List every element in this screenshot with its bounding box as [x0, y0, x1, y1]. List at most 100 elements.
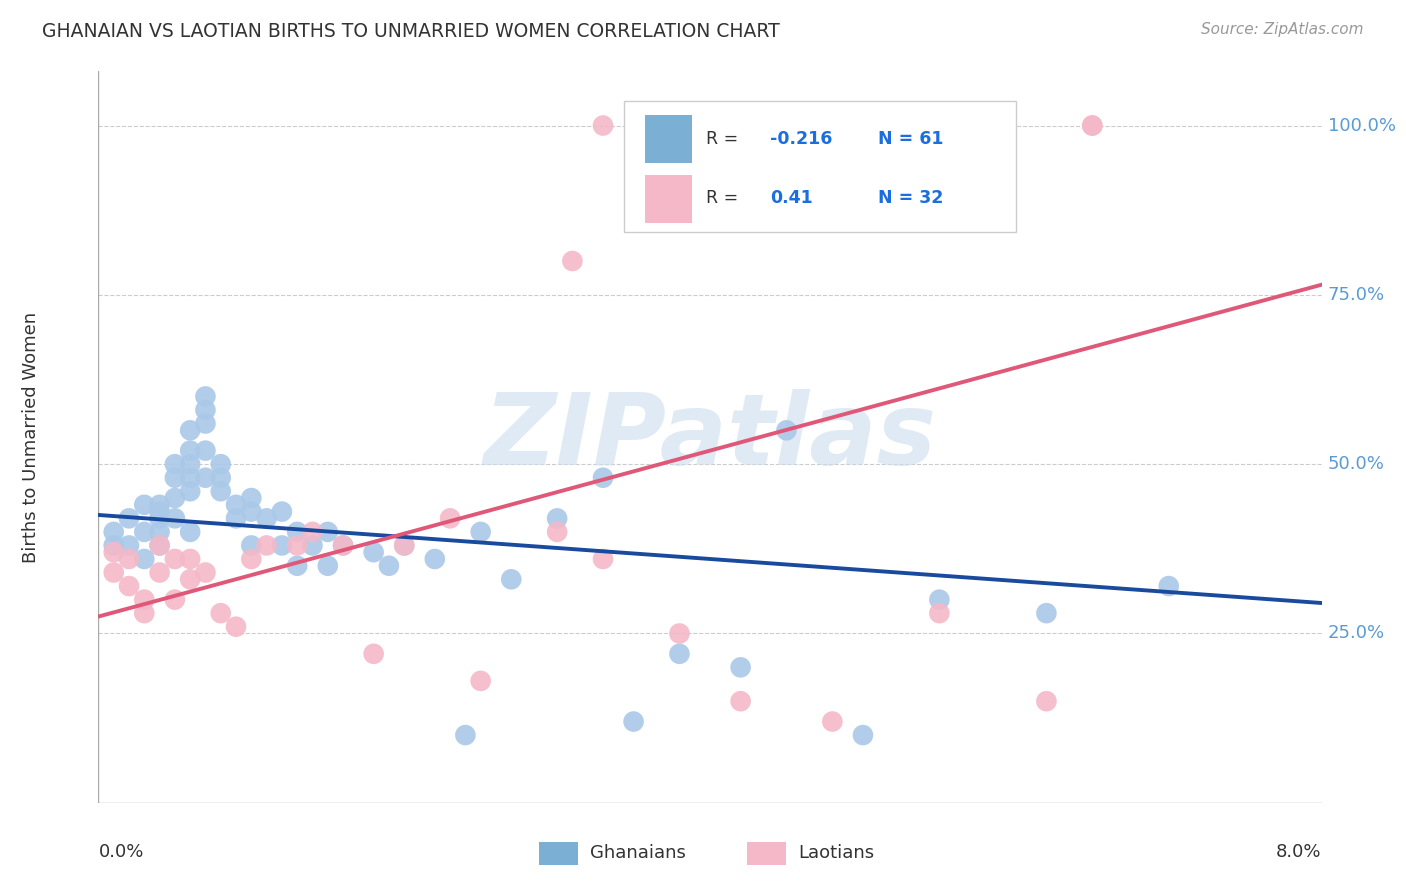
Point: [285, 558, 308, 573]
Point: [149, 511, 172, 525]
Text: 8.0%: 8.0%: [1277, 843, 1322, 861]
Point: [194, 566, 217, 580]
Text: R =: R =: [706, 129, 744, 148]
Point: [546, 524, 568, 539]
Point: [301, 524, 323, 539]
Text: 50.0%: 50.0%: [1327, 455, 1385, 473]
Point: [623, 714, 645, 729]
Text: -0.216: -0.216: [770, 129, 832, 148]
Point: [378, 558, 401, 573]
Point: [118, 538, 141, 552]
Point: [316, 524, 339, 539]
Point: [256, 511, 278, 525]
Point: [363, 647, 385, 661]
Point: [103, 524, 125, 539]
Point: [852, 728, 875, 742]
Point: [149, 505, 172, 519]
Point: [546, 511, 568, 525]
Point: [149, 538, 172, 552]
Point: [928, 592, 950, 607]
Point: [240, 505, 263, 519]
Point: [163, 511, 186, 525]
Point: [179, 484, 201, 499]
Point: [439, 511, 461, 525]
Text: Ghanaians: Ghanaians: [591, 844, 686, 863]
Text: R =: R =: [706, 189, 749, 207]
Text: 0.0%: 0.0%: [98, 843, 143, 861]
Point: [194, 417, 217, 431]
Point: [149, 524, 172, 539]
Point: [134, 498, 156, 512]
Point: [179, 572, 201, 586]
Point: [179, 457, 201, 471]
Text: Laotians: Laotians: [799, 844, 875, 863]
Point: [332, 538, 354, 552]
Point: [209, 457, 232, 471]
FancyBboxPatch shape: [624, 101, 1015, 232]
Point: [301, 538, 323, 552]
Text: 75.0%: 75.0%: [1327, 285, 1385, 304]
Point: [730, 660, 752, 674]
Point: [134, 606, 156, 620]
Text: GHANAIAN VS LAOTIAN BIRTHS TO UNMARRIED WOMEN CORRELATION CHART: GHANAIAN VS LAOTIAN BIRTHS TO UNMARRIED …: [42, 22, 780, 41]
Point: [454, 728, 477, 742]
Point: [775, 423, 797, 437]
Point: [179, 423, 201, 437]
Point: [163, 552, 186, 566]
Point: [1157, 579, 1180, 593]
Point: [179, 471, 201, 485]
Point: [194, 443, 217, 458]
Point: [240, 491, 263, 505]
Point: [363, 545, 385, 559]
Text: 25.0%: 25.0%: [1327, 624, 1385, 642]
Point: [179, 443, 201, 458]
Text: 100.0%: 100.0%: [1327, 117, 1396, 135]
Point: [118, 579, 141, 593]
FancyBboxPatch shape: [747, 841, 786, 865]
Point: [209, 471, 232, 485]
FancyBboxPatch shape: [645, 115, 692, 162]
Point: [668, 647, 690, 661]
Point: [225, 498, 247, 512]
Point: [194, 403, 217, 417]
Point: [163, 457, 186, 471]
Text: Source: ZipAtlas.com: Source: ZipAtlas.com: [1201, 22, 1364, 37]
Text: 0.41: 0.41: [770, 189, 813, 207]
Point: [134, 592, 156, 607]
Point: [1081, 119, 1104, 133]
Point: [928, 606, 950, 620]
Point: [194, 389, 217, 403]
Point: [821, 714, 844, 729]
Point: [1035, 606, 1057, 620]
Point: [392, 538, 416, 552]
Point: [668, 626, 690, 640]
Point: [163, 491, 186, 505]
Point: [163, 592, 186, 607]
Point: [225, 620, 247, 634]
Point: [561, 254, 583, 268]
Point: [730, 694, 752, 708]
Point: [225, 511, 247, 525]
Point: [240, 538, 263, 552]
Point: [592, 552, 614, 566]
Point: [256, 538, 278, 552]
Text: ZIPatlas: ZIPatlas: [484, 389, 936, 485]
Text: Births to Unmarried Women: Births to Unmarried Women: [22, 311, 41, 563]
Point: [1035, 694, 1057, 708]
Point: [149, 538, 172, 552]
Point: [179, 552, 201, 566]
Point: [134, 552, 156, 566]
Point: [103, 566, 125, 580]
Point: [240, 552, 263, 566]
Point: [103, 545, 125, 559]
Point: [194, 471, 217, 485]
Point: [103, 538, 125, 552]
Point: [592, 471, 614, 485]
Point: [270, 505, 294, 519]
Point: [118, 511, 141, 525]
Point: [392, 538, 416, 552]
Point: [332, 538, 354, 552]
Point: [470, 524, 492, 539]
Point: [149, 498, 172, 512]
Point: [134, 524, 156, 539]
